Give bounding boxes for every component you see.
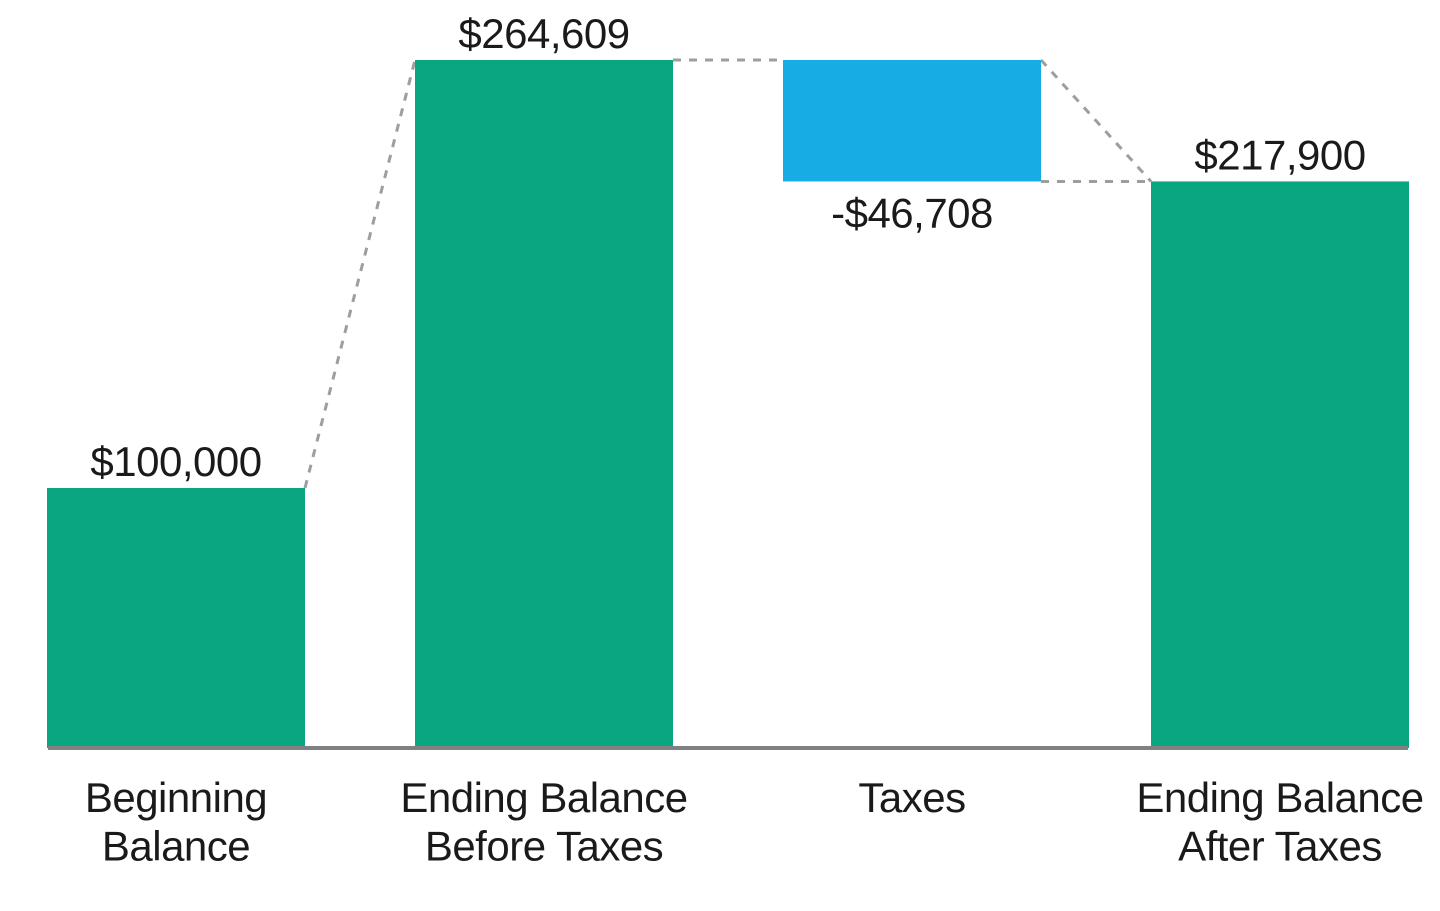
bar-taxes xyxy=(783,60,1041,181)
label-ending-after-taxes: Ending BalanceAfter Taxes xyxy=(1136,774,1423,869)
label-ending-before-taxes: Ending BalanceBefore Taxes xyxy=(400,774,687,869)
bar-ending-before-taxes xyxy=(415,60,673,748)
value-taxes: -$46,708 xyxy=(831,189,993,236)
bar-beginning-balance xyxy=(47,488,305,748)
label-taxes: Taxes xyxy=(858,774,965,821)
bar-ending-after-taxes xyxy=(1151,181,1409,748)
connector xyxy=(1041,60,1151,181)
value-ending-before-taxes: $264,609 xyxy=(458,10,629,57)
value-beginning-balance: $100,000 xyxy=(90,438,261,485)
value-ending-after-taxes: $217,900 xyxy=(1194,131,1365,178)
label-beginning-balance: BeginningBalance xyxy=(85,774,267,869)
connector xyxy=(305,60,415,488)
waterfall-chart: $100,000 $264,609 -$46,708 $217,900 Beginnin… xyxy=(0,0,1440,911)
